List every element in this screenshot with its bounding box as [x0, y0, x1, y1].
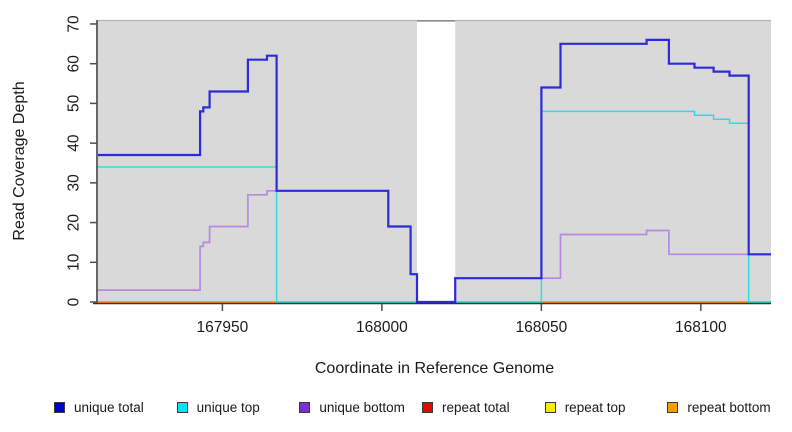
legend-label: unique top	[196, 399, 260, 415]
y-tick-label: 20	[66, 214, 83, 232]
y-tick-label: 0	[66, 297, 83, 306]
legend: unique total unique top unique bottom re…	[54, 397, 790, 417]
legend-item-unique-total: unique total	[54, 400, 177, 415]
y-tick-label: 50	[66, 94, 83, 112]
legend-item-unique-top: unique top	[176, 399, 300, 415]
unique-total-swatch-icon	[54, 401, 65, 413]
y-tick-label: 70	[66, 15, 83, 33]
legend-label: unique bottom	[319, 399, 405, 415]
x-axis-label: Coordinate in Reference Genome	[314, 360, 555, 377]
series-unique-top-line	[98, 110, 771, 303]
legend-item-repeat-top: repeat top	[544, 399, 668, 415]
repeat-total-swatch-icon	[422, 401, 434, 413]
gap-region	[416, 19, 456, 302]
x-tick-label: 167950	[197, 319, 249, 336]
y-tick-label: 60	[66, 55, 83, 73]
y-tick-label: 10	[66, 253, 83, 271]
unique-bottom-swatch-icon	[299, 401, 311, 413]
x-tick-label: 168100	[675, 319, 727, 336]
y-tick-label: 40	[66, 134, 83, 152]
x-tick-label: 168000	[356, 319, 408, 336]
x-tick-label: 168050	[515, 319, 567, 336]
legend-label: repeat bottom	[687, 399, 771, 415]
unique-top-swatch-icon	[176, 401, 188, 413]
legend-item-repeat-total: repeat total	[422, 400, 545, 415]
legend-label: repeat total	[442, 399, 510, 415]
legend-item-repeat-bottom: repeat bottom	[667, 400, 790, 415]
legend-label: unique total	[74, 399, 144, 415]
repeat-top-swatch-icon	[544, 401, 556, 413]
legend-item-unique-bottom: unique bottom	[299, 400, 422, 415]
legend-label: repeat top	[564, 399, 626, 415]
repeat-bottom-swatch-icon	[667, 401, 679, 413]
y-tick-label: 30	[66, 174, 83, 192]
y-axis-label: Read Coverage Depth	[11, 81, 28, 241]
series-unique-total-line	[98, 38, 771, 304]
